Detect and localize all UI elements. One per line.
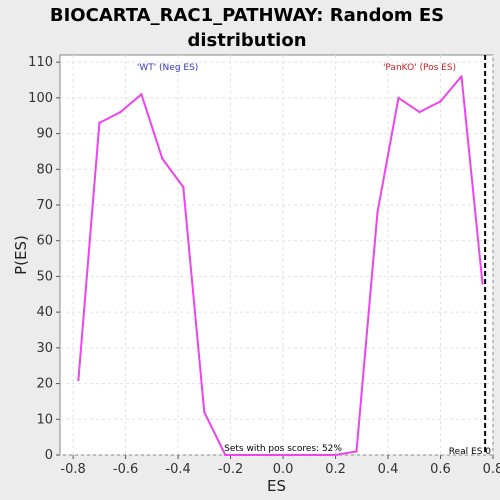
data-point [439,100,442,103]
x-tick-label: 0.0 [273,462,294,477]
data-point [397,96,400,100]
x-tick-label: -0.2 [218,462,243,477]
series-layer [77,75,484,457]
data-point [418,110,421,114]
es-distribution-line [77,75,484,456]
x-tick-label: -0.6 [113,462,138,477]
data-point [182,185,185,189]
data-point [77,378,80,382]
chart-title-line-2: distribution [187,30,306,51]
y-tick-label: 90 [36,127,53,142]
data-point [140,93,143,96]
real-es-label: Real ES 0 [449,447,492,457]
y-tick-label: 50 [36,269,53,284]
y-axis-ticks: 0 10 20 30 40 50 60 70 80 90 100 110 [28,55,60,463]
y-tick-label: 110 [28,55,53,70]
data-point [119,110,122,114]
y-axis-label: P(ES) [12,235,30,275]
y-tick-label: 30 [36,341,53,356]
data-point [334,453,337,457]
data-point [376,210,379,214]
x-axis-label: ES [267,477,286,495]
data-point [98,121,101,125]
x-tick-label: 0.8 [483,462,500,477]
y-tick-label: 0 [45,448,53,463]
data-point [245,453,248,457]
x-tick-label: 0.6 [430,462,451,477]
data-point [161,157,164,160]
y-tick-label: 100 [28,91,53,106]
data-point [266,453,269,457]
y-tick-label: 40 [36,305,53,320]
data-point [203,410,206,414]
y-tick-label: 10 [36,412,53,427]
y-tick-label: 60 [36,234,53,249]
data-point [460,75,463,78]
data-point [287,453,290,457]
pos-scores-label: Sets with pos scores: 52% [224,444,342,454]
data-point [481,282,484,285]
chart-title-line-1: BIOCARTA_RAC1_PATHWAY: Random ES [50,5,444,26]
y-tick-label: 20 [36,377,53,392]
grid-lines [60,55,494,456]
x-tick-label: 0.2 [325,462,346,477]
data-point [355,450,358,453]
plot-area [59,54,494,456]
x-tick-label: 0.4 [378,462,399,477]
x-tick-label: -0.8 [60,462,85,477]
pos-es-label: 'PanKO' (Pos ES) [383,63,456,73]
x-axis-ticks: -0.8 -0.6 -0.4 -0.2 0.0 0.2 0.4 0.6 0.8 [60,455,500,477]
neg-es-label: 'WT' (Neg ES) [137,63,198,73]
data-point [224,453,227,457]
x-tick-label: -0.4 [165,462,190,477]
y-tick-label: 70 [36,198,53,213]
data-point [308,453,311,457]
y-tick-label: 80 [36,162,53,177]
